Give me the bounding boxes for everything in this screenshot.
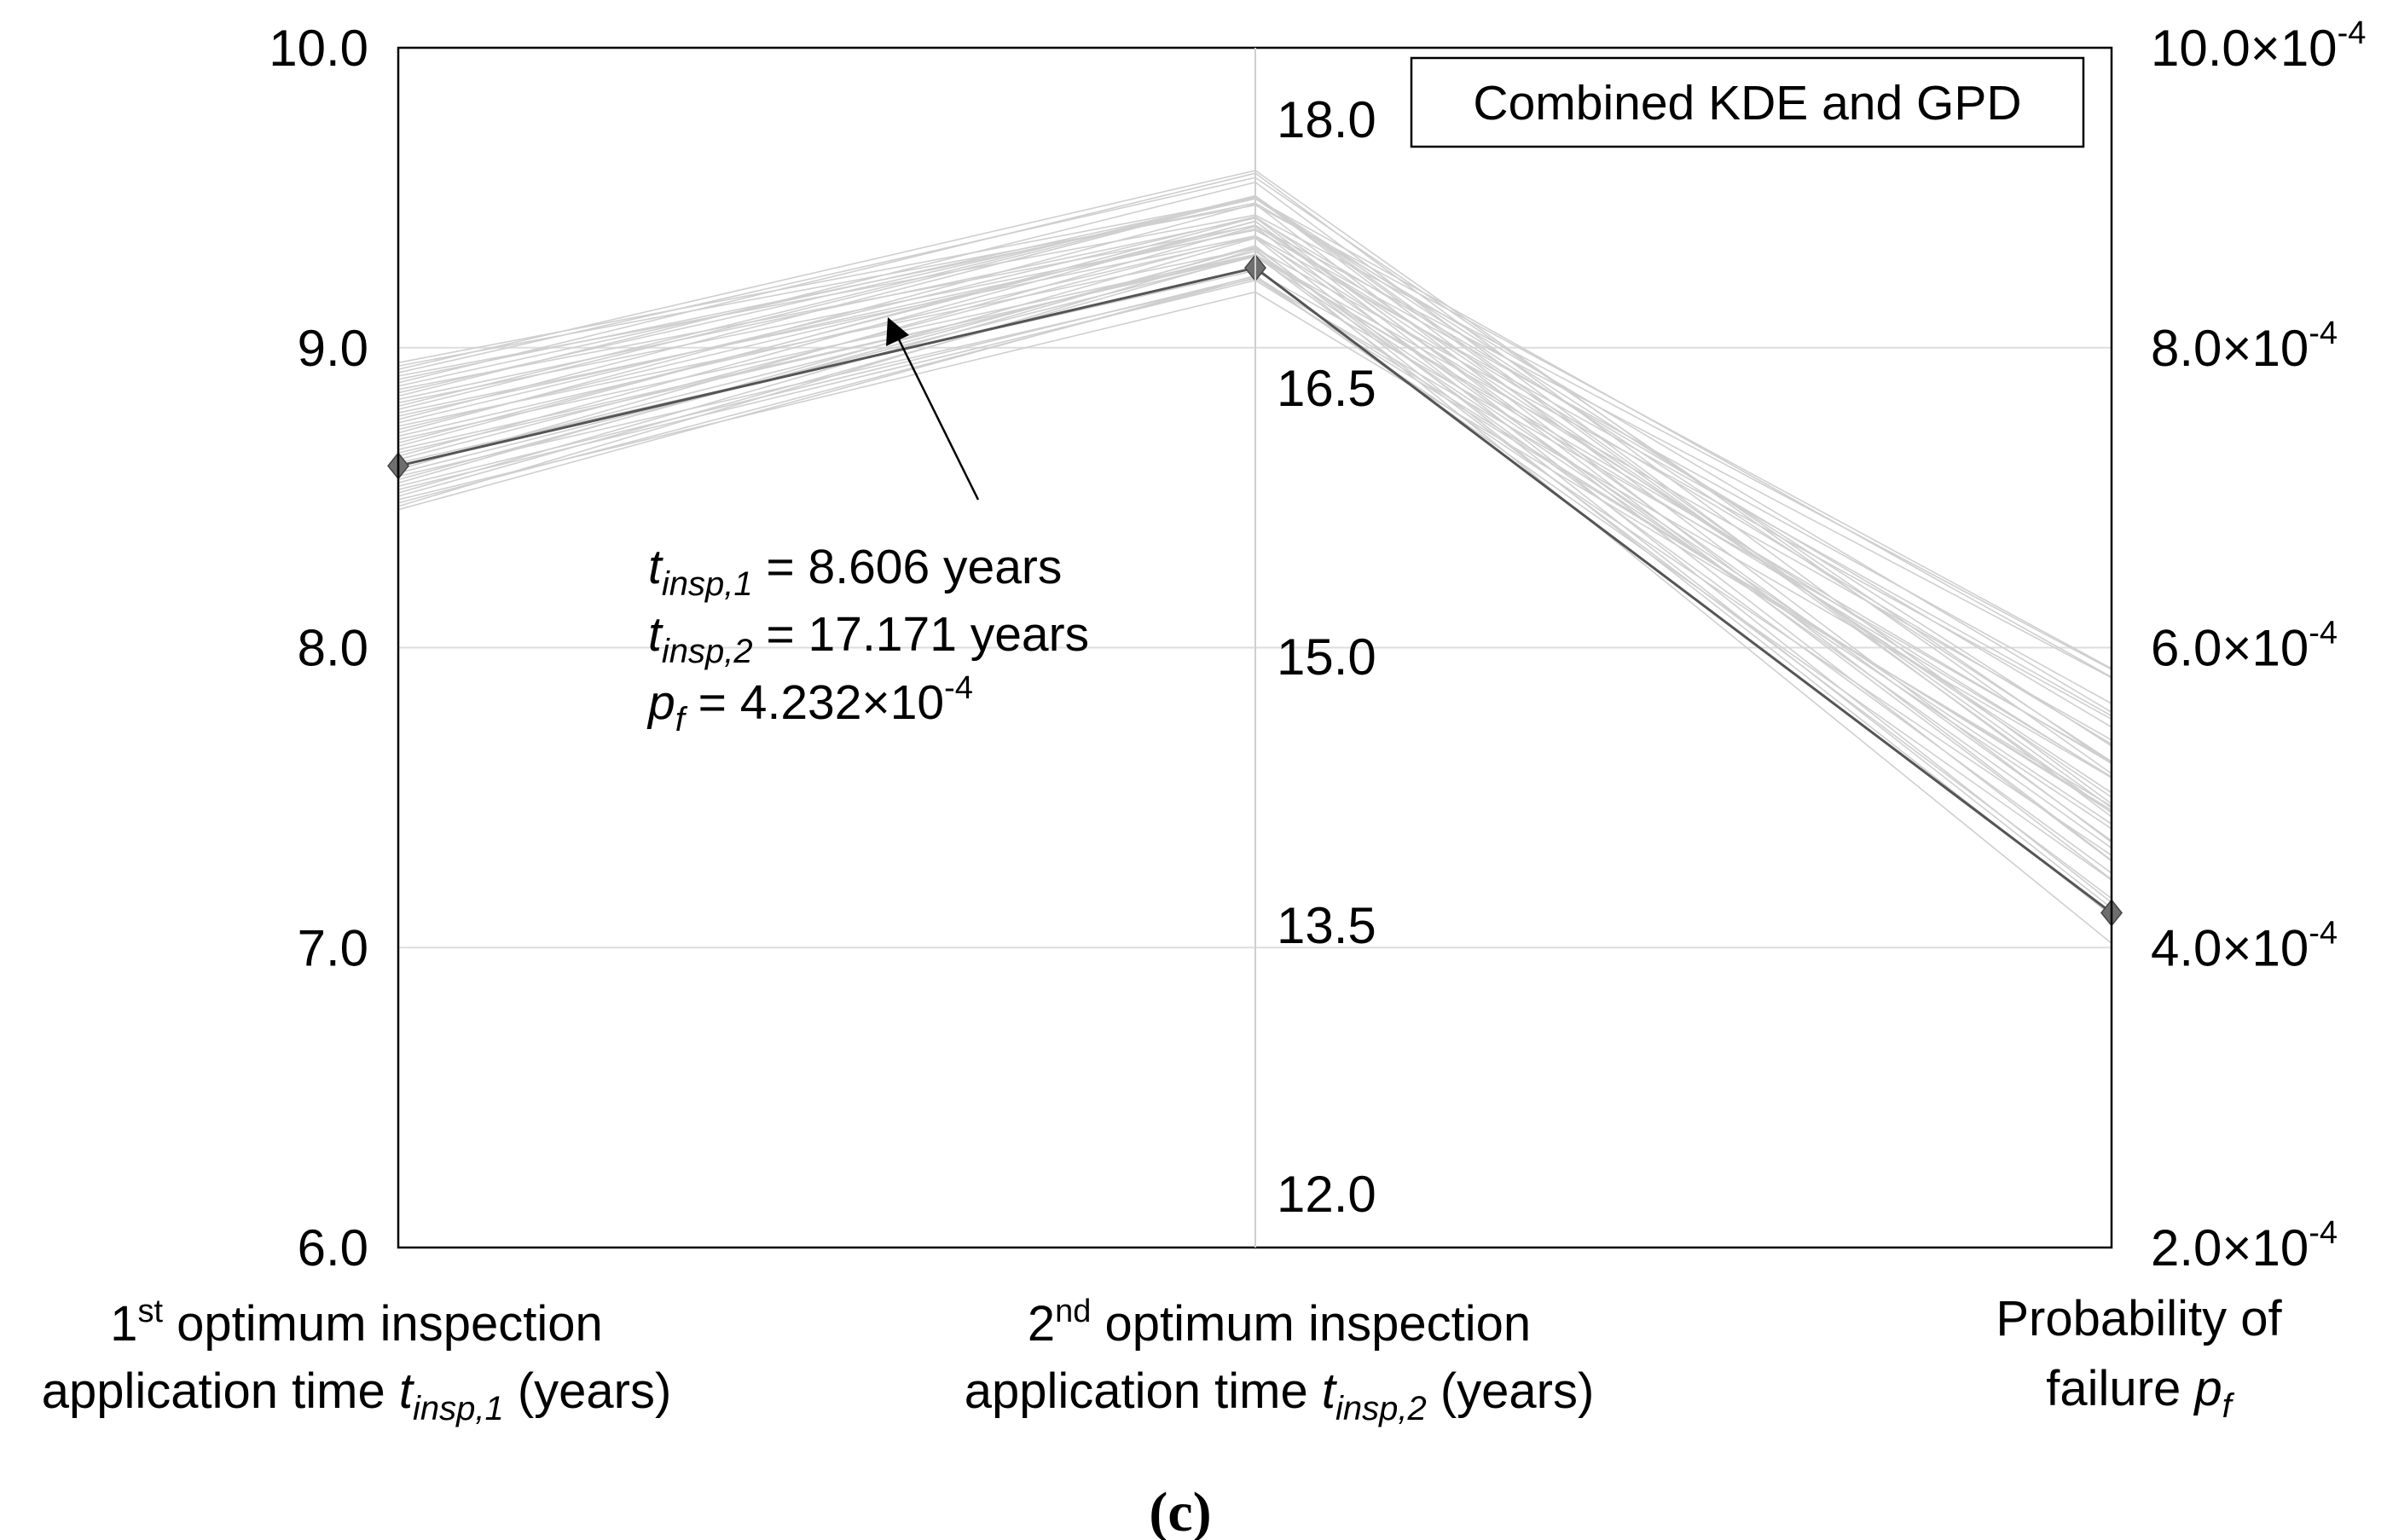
annotation-tinsp1: tinsp,1 = 8.606 years [648,540,1062,603]
right-axis-ticks: 10.0×10-4 8.0×10-4 6.0×10-4 4.0×10-4 2.0×10-… [2151,15,2366,1277]
axis3-label-line1: Probability of [1996,1291,2282,1346]
annotation-pf: pf = 4.232×10-4 [646,670,973,738]
middle-axis-ticks: 18.0 16.5 15.0 13.5 12.0 [1277,91,1376,1223]
left-tick-label: 6.0 [298,1219,368,1277]
legend: Combined KDE and GPD [1410,56,2085,148]
left-tick-label: 8.0 [298,620,368,677]
middle-tick-label: 15.0 [1277,628,1376,686]
axis2-label-line1: 2nd optimum inspection [1028,1294,1531,1352]
legend-label: Combined KDE and GPD [1473,76,2021,130]
right-tick-label: 6.0×10-4 [2151,616,2338,677]
annotation-tinsp2: tinsp,2 = 17.171 years [648,607,1089,670]
middle-tick-label: 16.5 [1277,360,1376,417]
right-tick-label: 8.0×10-4 [2151,316,2338,377]
left-tick-label: 7.0 [298,919,368,976]
middle-tick-label: 13.5 [1277,897,1376,954]
right-tick-label: 4.0×10-4 [2151,915,2338,976]
axis1-label-line2: application time tinsp,1 (years) [42,1363,672,1427]
right-tick-label: 2.0×10-4 [2151,1215,2338,1277]
left-tick-label: 10.0 [269,20,368,77]
annotation-arrow [886,317,980,501]
left-tick-label: 9.0 [298,320,368,377]
axis3-label-line2: failure pf [2046,1361,2234,1425]
middle-tick-label: 12.0 [1277,1166,1376,1223]
middle-tick-label: 18.0 [1277,91,1376,148]
left-axis-ticks: 10.0 9.0 8.0 7.0 6.0 [269,20,368,1277]
axis2-label-line2: application time tinsp,2 (years) [965,1363,1595,1427]
panel-label: (c) [1149,1481,1211,1540]
right-tick-label: 10.0×10-4 [2151,15,2366,77]
axis1-label-line1: 1st optimum inspection [110,1294,603,1352]
legend-box [1410,56,2085,148]
